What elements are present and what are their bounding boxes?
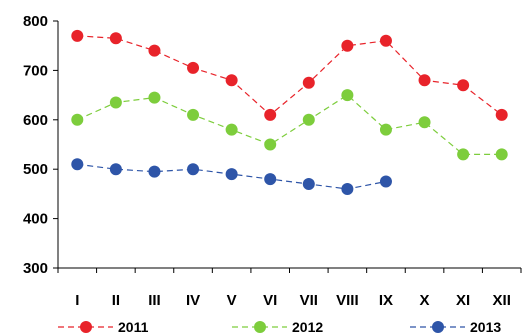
legend-item: 2013 (410, 319, 501, 335)
data-point (264, 173, 277, 186)
data-point (225, 74, 238, 87)
legend-item: 2011 (58, 319, 149, 335)
legend: 2011 2012 2013 (58, 319, 501, 335)
data-point (302, 76, 315, 89)
legend-marker (80, 321, 92, 333)
x-tick-label: I (75, 292, 79, 309)
data-point (71, 158, 84, 171)
data-point (379, 175, 392, 188)
data-point (379, 123, 392, 136)
data-point (457, 79, 470, 92)
data-point (148, 165, 161, 178)
data-point (225, 123, 238, 136)
data-point (109, 96, 122, 109)
y-axis-ticks: 300 400 500 600 700 800 (23, 13, 58, 277)
series-2013 (71, 158, 392, 195)
data-point (341, 89, 354, 102)
data-point (187, 163, 200, 176)
legend-label: 2011 (118, 319, 149, 335)
data-point (495, 108, 508, 121)
data-point (264, 108, 277, 121)
data-point (109, 163, 122, 176)
y-tick-label: 500 (23, 161, 48, 178)
x-tick-label: II (112, 292, 120, 309)
series-2011 (71, 29, 508, 121)
data-point (148, 44, 161, 57)
x-tick-label: VIII (336, 292, 359, 309)
data-point (71, 29, 84, 42)
x-tick-label: XI (456, 292, 470, 309)
x-tick-label: IX (379, 292, 393, 309)
x-tick-label: VI (263, 292, 277, 309)
x-tick-label: IV (186, 292, 200, 309)
data-point (302, 113, 315, 126)
data-point (457, 148, 470, 161)
x-tick-label: X (420, 292, 430, 309)
y-tick-label: 800 (23, 13, 48, 30)
x-tick-label: V (227, 292, 237, 309)
legend-label: 2013 (470, 319, 501, 335)
data-point (264, 138, 277, 151)
data-point (341, 182, 354, 195)
legend-marker (254, 321, 266, 333)
data-point (418, 74, 431, 87)
y-tick-label: 600 (23, 112, 48, 129)
series-line (77, 94, 502, 155)
legend-label: 2012 (292, 319, 323, 335)
data-point (418, 116, 431, 129)
y-tick-label: 300 (23, 260, 48, 277)
x-tick-label: VII (300, 292, 318, 309)
x-tick-label: XII (493, 292, 511, 309)
data-point (341, 39, 354, 52)
data-point (109, 32, 122, 45)
data-point (495, 148, 508, 161)
legend-item: 2012 (232, 319, 323, 335)
y-tick-label: 700 (23, 62, 48, 79)
data-point (71, 113, 84, 126)
y-tick-label: 400 (23, 211, 48, 228)
data-point (225, 168, 238, 181)
x-axis-ticks: I II III IV V VI VII VIII IX X XI XII (57, 268, 522, 309)
legend-marker (432, 321, 444, 333)
data-point (187, 61, 200, 74)
series-layer (71, 29, 508, 195)
data-point (148, 91, 161, 104)
series-2012 (71, 89, 508, 161)
x-tick-label: III (148, 292, 161, 309)
data-point (379, 34, 392, 47)
data-point (187, 108, 200, 121)
data-point (302, 178, 315, 191)
series-line (77, 35, 503, 116)
